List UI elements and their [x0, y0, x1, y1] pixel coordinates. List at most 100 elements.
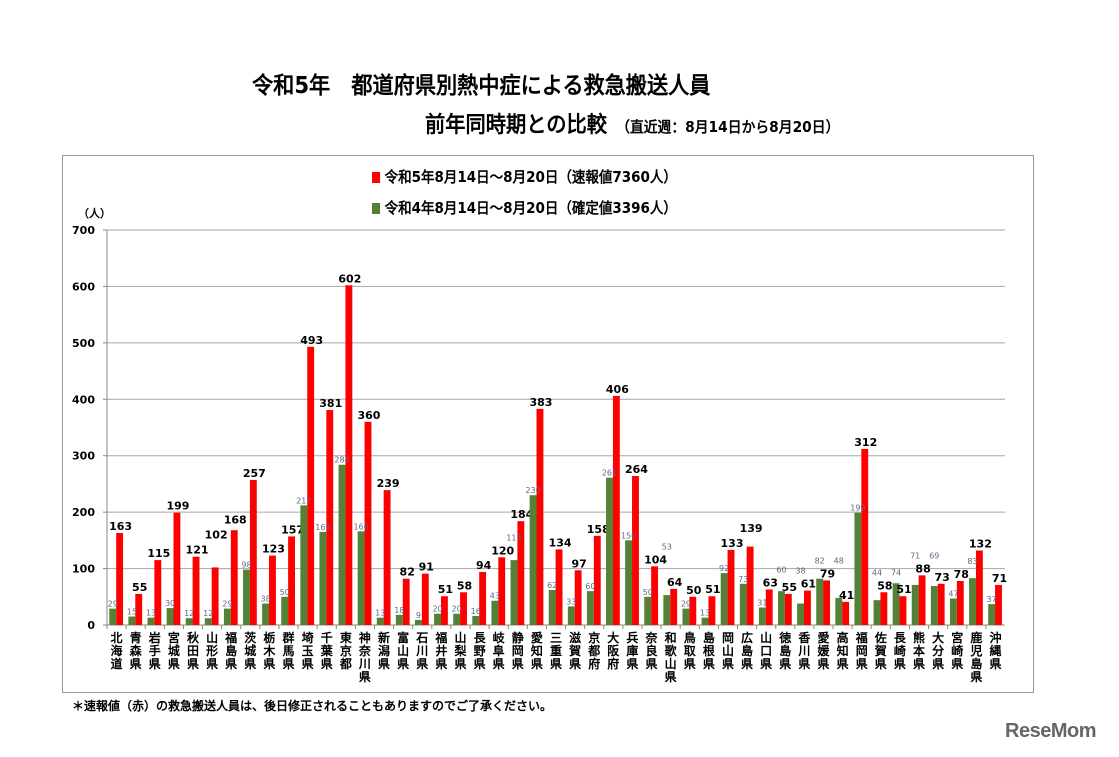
bar-current: [345, 285, 353, 625]
x-tick-label: 島: [703, 630, 715, 645]
bar-previous: [873, 600, 881, 625]
legend-swatch-green: [372, 203, 381, 214]
x-tick-label: 県: [856, 657, 868, 671]
bar-current: [784, 593, 792, 625]
y-tick-label: 300: [72, 450, 95, 463]
bar-previous: [147, 617, 155, 625]
bar-current: [995, 584, 1002, 625]
x-tick-label: 庫: [626, 643, 638, 658]
data-label-current: 55: [132, 581, 147, 594]
x-tick-label: 島: [225, 643, 237, 658]
x-tick-label: 県: [779, 657, 791, 671]
data-label-previous: 199: [850, 504, 865, 513]
data-label-current: 184: [510, 508, 533, 521]
bar-previous: [166, 608, 174, 625]
data-label-current: 58: [457, 579, 472, 592]
bar-current: [708, 596, 716, 625]
data-label-current: 50: [686, 584, 702, 597]
bar-previous: [453, 613, 461, 625]
bar-previous: [930, 586, 938, 625]
y-tick-label: 400: [72, 393, 95, 406]
data-label-current: 360: [358, 409, 381, 422]
data-label-previous: 29: [222, 600, 232, 609]
x-tick-label: 和: [664, 630, 677, 645]
bar-current: [249, 479, 257, 625]
bar-previous: [300, 505, 308, 625]
y-tick-label: 600: [72, 280, 95, 293]
data-label-current: 115: [147, 547, 170, 560]
bar-current: [211, 567, 219, 625]
bar-current: [173, 512, 181, 625]
x-tick-label: 田: [187, 644, 199, 658]
data-label-previous: 29: [108, 600, 118, 609]
chart-title: 令和5年 都道府県別熱中症による救急搬送人員: [252, 73, 711, 99]
data-label-current: 51: [896, 583, 911, 596]
x-tick-label: 道: [111, 656, 123, 671]
x-tick-label: 岡: [512, 644, 524, 658]
data-label-previous: 69: [929, 551, 939, 560]
x-tick-label: 川: [358, 657, 371, 671]
bar-previous: [854, 512, 862, 625]
x-tick-label: 熊: [913, 630, 925, 645]
x-tick-label: 県: [454, 657, 466, 671]
data-label-previous: 212: [296, 496, 311, 505]
x-tick-label: 県: [130, 657, 142, 671]
x-tick-label: 形: [206, 644, 218, 658]
bar-current: [498, 557, 506, 625]
x-tick-label: 県: [550, 657, 562, 671]
bar-current: [460, 592, 467, 625]
x-tick-label: 奈: [358, 643, 372, 658]
bar-current: [326, 410, 334, 625]
data-label-previous: 166: [353, 522, 368, 531]
x-tick-label: 埼: [302, 630, 314, 645]
bar-previous: [988, 604, 996, 625]
x-tick-label: 高: [837, 630, 849, 645]
bar-previous: [701, 617, 709, 625]
data-label-current: 132: [969, 538, 992, 551]
x-tick-label: 岩: [148, 630, 161, 645]
data-label-current: 383: [529, 396, 552, 409]
x-tick-label: 東: [340, 630, 352, 645]
bar-current: [269, 555, 276, 625]
x-tick-label: 広: [741, 630, 753, 645]
data-label-previous: 18: [394, 606, 404, 615]
bar-current: [689, 596, 697, 625]
bar-current: [651, 566, 659, 625]
x-tick-label: 新: [378, 630, 390, 645]
data-label-current: 63: [763, 576, 778, 589]
bar-previous: [778, 591, 785, 625]
bar-current: [804, 590, 811, 625]
x-tick-label: 賀: [568, 643, 581, 658]
data-label-previous: 44: [872, 568, 882, 577]
data-label-current: 71: [992, 572, 1007, 585]
x-tick-label: 山: [665, 656, 677, 671]
bar-current: [517, 521, 525, 625]
bar-current: [364, 421, 372, 625]
data-label-previous: 62: [547, 581, 557, 590]
x-tick-label: 沖: [989, 630, 1001, 645]
bar-current: [632, 476, 639, 625]
bar-current: [536, 408, 544, 625]
data-label-current: 139: [740, 522, 763, 535]
data-label-previous: 37: [987, 595, 997, 604]
data-label-previous: 71: [910, 551, 920, 560]
data-label-current: 133: [721, 537, 744, 550]
x-tick-label: 京: [588, 630, 600, 645]
bar-current: [937, 583, 945, 625]
x-tick-label: 県: [932, 657, 944, 671]
data-label-current: 88: [915, 562, 930, 575]
data-label-current: 58: [877, 579, 892, 592]
data-label-previous: 53: [662, 542, 672, 551]
x-tick-label: 葉: [320, 643, 334, 658]
data-label-current: 120: [491, 544, 514, 557]
x-tick-label: 岡: [856, 644, 868, 658]
data-label-previous: 74: [891, 568, 901, 577]
bar-current: [307, 346, 315, 625]
x-tick-label: 宮: [951, 630, 963, 645]
y-axis-unit: （人）: [78, 206, 111, 220]
x-tick-label: 県: [970, 670, 982, 684]
x-tick-label: 福: [434, 630, 447, 645]
x-tick-label: 県: [378, 657, 390, 671]
data-label-current: 602: [338, 272, 361, 285]
